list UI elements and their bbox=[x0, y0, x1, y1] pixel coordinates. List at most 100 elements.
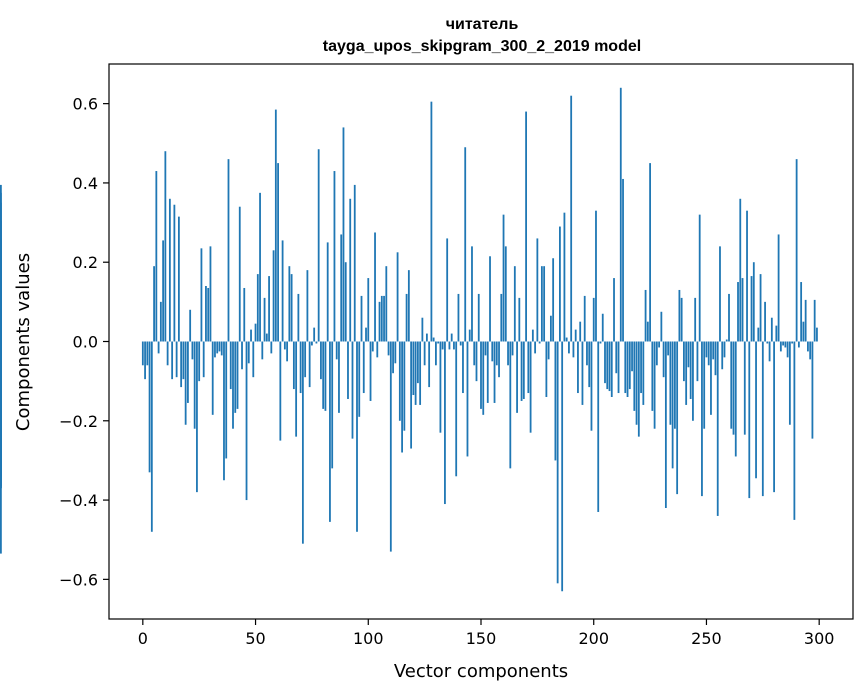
bar-15 bbox=[175, 341, 178, 378]
x-tick-label: 100 bbox=[353, 629, 384, 648]
bar-55 bbox=[265, 333, 268, 342]
bar-206 bbox=[606, 341, 609, 390]
bar-295 bbox=[807, 341, 809, 352]
bar-246 bbox=[696, 341, 699, 382]
bar-156 bbox=[493, 341, 496, 403]
bar-50 bbox=[254, 323, 257, 342]
bar-110 bbox=[389, 341, 392, 552]
bar-116 bbox=[403, 341, 406, 431]
chart-title: читатель bbox=[446, 16, 519, 33]
bar-197 bbox=[586, 341, 588, 366]
bar-188 bbox=[565, 337, 568, 342]
bar-158 bbox=[498, 341, 500, 378]
bar-200 bbox=[592, 297, 595, 342]
bar-139 bbox=[455, 341, 458, 477]
bar-12 bbox=[168, 198, 171, 342]
bar-119 bbox=[410, 341, 413, 449]
bar-299 bbox=[816, 327, 818, 342]
bar-1 bbox=[144, 341, 146, 380]
bar-186 bbox=[561, 341, 564, 592]
bar-89 bbox=[342, 127, 345, 342]
bar-143 bbox=[464, 147, 467, 342]
bar-183 bbox=[554, 341, 557, 461]
bar-3 bbox=[148, 341, 151, 473]
bar-26 bbox=[200, 248, 203, 342]
bar-64 bbox=[286, 341, 289, 362]
bar-170 bbox=[525, 111, 527, 342]
x-tick-label: 50 bbox=[245, 629, 265, 648]
bar-144 bbox=[466, 341, 469, 457]
bar-43 bbox=[238, 206, 241, 342]
bar-70 bbox=[299, 341, 302, 394]
bar-279 bbox=[770, 317, 773, 342]
bar-157 bbox=[495, 341, 498, 366]
bar-178 bbox=[543, 266, 546, 342]
bar-35 bbox=[220, 341, 223, 356]
bar-31 bbox=[211, 341, 214, 415]
bar-82 bbox=[326, 242, 329, 342]
bar-172 bbox=[529, 341, 532, 433]
bar-127 bbox=[428, 341, 431, 388]
bar-135 bbox=[446, 238, 449, 342]
bar-268 bbox=[746, 210, 748, 342]
bar-7 bbox=[157, 341, 160, 354]
bar-260 bbox=[728, 293, 730, 342]
bar-283 bbox=[779, 341, 782, 352]
bar-215 bbox=[626, 341, 629, 397]
bar-253 bbox=[712, 341, 715, 360]
bar-94 bbox=[353, 184, 356, 342]
bar-32 bbox=[214, 341, 216, 358]
bar-72 bbox=[304, 341, 307, 378]
bar-11 bbox=[166, 341, 169, 366]
y-tick-label: 0.4 bbox=[73, 174, 98, 193]
bar-249 bbox=[703, 341, 706, 429]
bar-192 bbox=[574, 329, 577, 342]
bar-38 bbox=[227, 159, 230, 342]
bar-230 bbox=[660, 311, 663, 342]
bar-155 bbox=[491, 341, 494, 362]
bar-71 bbox=[301, 341, 304, 544]
bar-174 bbox=[534, 341, 537, 354]
bar-236 bbox=[673, 341, 676, 429]
bar-133 bbox=[441, 341, 444, 350]
bar-273 bbox=[757, 327, 760, 342]
bar-292 bbox=[800, 282, 803, 342]
bar-56 bbox=[268, 276, 270, 342]
bar-40 bbox=[232, 341, 234, 429]
bar-225 bbox=[649, 163, 651, 342]
bar-191 bbox=[572, 341, 575, 358]
bar-221 bbox=[640, 341, 642, 394]
bar-59 bbox=[274, 109, 277, 342]
bar-77 bbox=[315, 341, 318, 344]
bar-259 bbox=[725, 339, 728, 342]
bar-92 bbox=[349, 198, 352, 342]
bar-16 bbox=[177, 216, 180, 342]
x-tick-label: 300 bbox=[804, 629, 835, 648]
bar-217 bbox=[631, 341, 633, 372]
bar-14 bbox=[173, 204, 176, 342]
bar-213 bbox=[622, 178, 624, 342]
bar-231 bbox=[662, 341, 665, 378]
bar-76 bbox=[313, 327, 316, 342]
bar-288 bbox=[791, 341, 794, 344]
bar-138 bbox=[453, 341, 455, 350]
bar-185 bbox=[559, 226, 561, 342]
bar-37 bbox=[225, 341, 228, 459]
y-tick-label: 0.0 bbox=[73, 333, 98, 352]
bar-243 bbox=[689, 341, 692, 399]
bar-190 bbox=[570, 95, 573, 342]
bar-146 bbox=[471, 246, 473, 342]
bar-102 bbox=[371, 341, 374, 352]
bar-229 bbox=[658, 341, 661, 348]
bar-263 bbox=[734, 341, 737, 457]
bar-68 bbox=[295, 341, 298, 437]
bar-142 bbox=[462, 341, 464, 394]
bar-78 bbox=[317, 149, 320, 342]
bar-73 bbox=[306, 270, 309, 342]
bar-181 bbox=[549, 315, 552, 342]
bar-272 bbox=[755, 341, 757, 479]
bar-46 bbox=[245, 341, 248, 501]
bar-27 bbox=[202, 341, 205, 378]
bar-242 bbox=[687, 341, 690, 368]
